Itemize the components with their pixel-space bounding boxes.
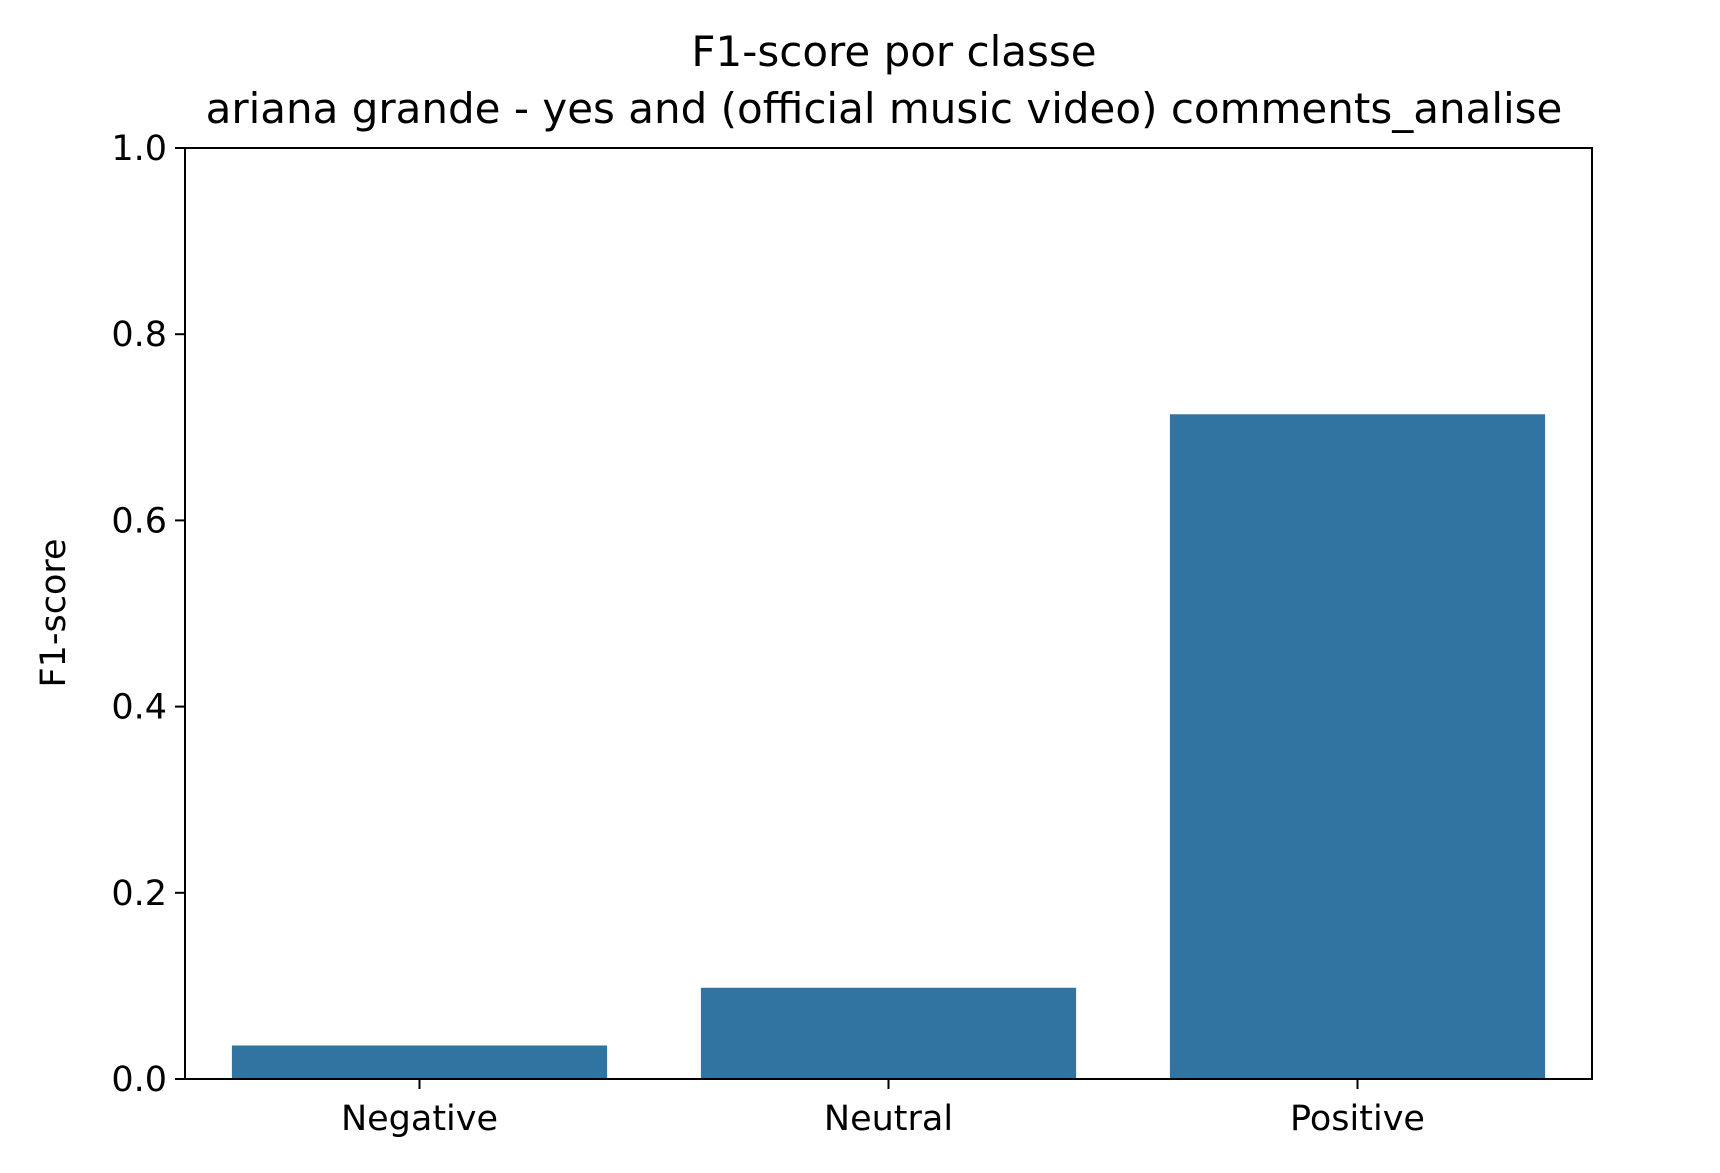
x-tick-label: Positive — [1290, 1099, 1425, 1139]
y-tick-label: 0.8 — [111, 315, 167, 355]
y-axis-ticks: 0.0 0.2 0.4 0.6 0.8 1.0 — [111, 129, 185, 1100]
y-tick-label: 0.6 — [111, 501, 167, 541]
x-tick-label: Negative — [341, 1099, 498, 1139]
bar-negative — [231, 1045, 608, 1079]
x-tick-label: Neutral — [824, 1099, 953, 1139]
bar-positive — [1169, 414, 1546, 1079]
x-axis-ticks: Negative Neutral Positive — [341, 1079, 1425, 1139]
bars-group — [231, 414, 1546, 1079]
y-tick-label: 0.0 — [111, 1060, 167, 1100]
chart-subtitle: ariana grande - yes and (official music … — [206, 84, 1563, 133]
y-tick-label: 1.0 — [111, 129, 167, 169]
y-tick-label: 0.2 — [111, 874, 167, 914]
bar-neutral — [700, 987, 1077, 1079]
y-axis-label: F1-score — [34, 538, 74, 687]
y-tick-label: 0.4 — [111, 688, 167, 728]
chart-title: F1-score por classe — [691, 27, 1096, 76]
plot-frame — [184, 147, 1593, 1080]
